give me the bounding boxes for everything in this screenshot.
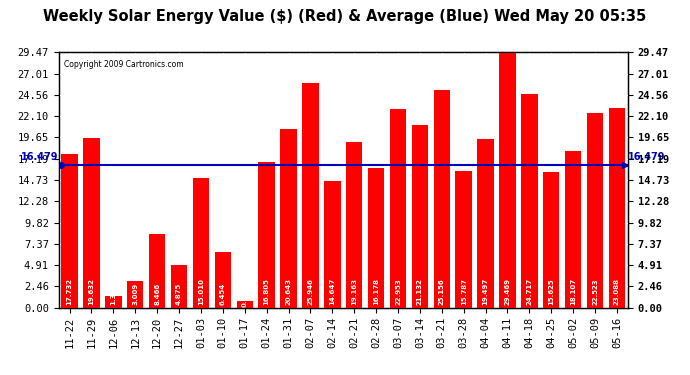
Bar (609, 108, 625, 307)
Bar (61, 154, 78, 308)
Text: Weekly Solar Energy Value ($) (Red) & Average (Blue) Wed May 20 05:35: Weekly Solar Energy Value ($) (Red) & Av… (43, 9, 647, 24)
Text: 23.088: 23.088 (614, 278, 620, 305)
Bar (324, 181, 341, 308)
Text: 19.497: 19.497 (482, 278, 489, 305)
Text: 18.107: 18.107 (570, 278, 576, 305)
Text: 8.466: 8.466 (154, 283, 160, 305)
Bar (368, 168, 384, 308)
Bar (455, 171, 472, 308)
Text: Copyright 2009 Cartronics.com: Copyright 2009 Cartronics.com (64, 60, 184, 69)
Text: 16.479: 16.479 (628, 152, 665, 162)
Text: 22.953: 22.953 (395, 278, 401, 305)
Text: 0.772: 0.772 (241, 285, 248, 307)
Bar (259, 162, 275, 308)
Text: 15.787: 15.787 (461, 278, 466, 305)
Text: 19.632: 19.632 (88, 278, 95, 305)
Text: 3.009: 3.009 (132, 283, 138, 305)
Bar (83, 138, 99, 308)
Bar (237, 301, 253, 307)
Text: 19.163: 19.163 (351, 278, 357, 305)
Text: 25.946: 25.946 (308, 278, 313, 305)
Bar (521, 94, 538, 308)
Bar (346, 142, 362, 308)
Bar (500, 53, 515, 308)
Text: 15.010: 15.010 (198, 278, 204, 305)
Bar (171, 266, 187, 308)
Text: 16.178: 16.178 (373, 278, 379, 305)
Bar (390, 109, 406, 308)
Text: 29.469: 29.469 (504, 278, 511, 305)
Bar (105, 296, 121, 307)
Bar (149, 234, 166, 308)
Bar (477, 139, 494, 308)
Text: 24.717: 24.717 (526, 278, 533, 305)
Bar (215, 252, 231, 308)
Text: 25.156: 25.156 (439, 278, 445, 305)
Bar (193, 178, 209, 308)
Bar (433, 90, 450, 308)
Bar (302, 83, 319, 308)
Bar (280, 129, 297, 308)
Text: 15.625: 15.625 (549, 278, 554, 305)
Bar (587, 112, 603, 308)
Text: 22.523: 22.523 (592, 278, 598, 305)
Text: 17.732: 17.732 (67, 278, 72, 305)
Text: 6.454: 6.454 (220, 283, 226, 305)
Text: 21.132: 21.132 (417, 278, 423, 305)
Text: 1.369: 1.369 (110, 283, 117, 305)
Text: 20.643: 20.643 (286, 278, 292, 305)
Bar (127, 282, 144, 308)
Text: 14.647: 14.647 (329, 278, 335, 305)
Bar (565, 151, 582, 308)
Text: 16.479: 16.479 (21, 152, 59, 162)
Bar (412, 124, 428, 308)
Text: 4.875: 4.875 (176, 283, 182, 305)
Text: 16.805: 16.805 (264, 278, 270, 305)
Bar (543, 172, 560, 308)
